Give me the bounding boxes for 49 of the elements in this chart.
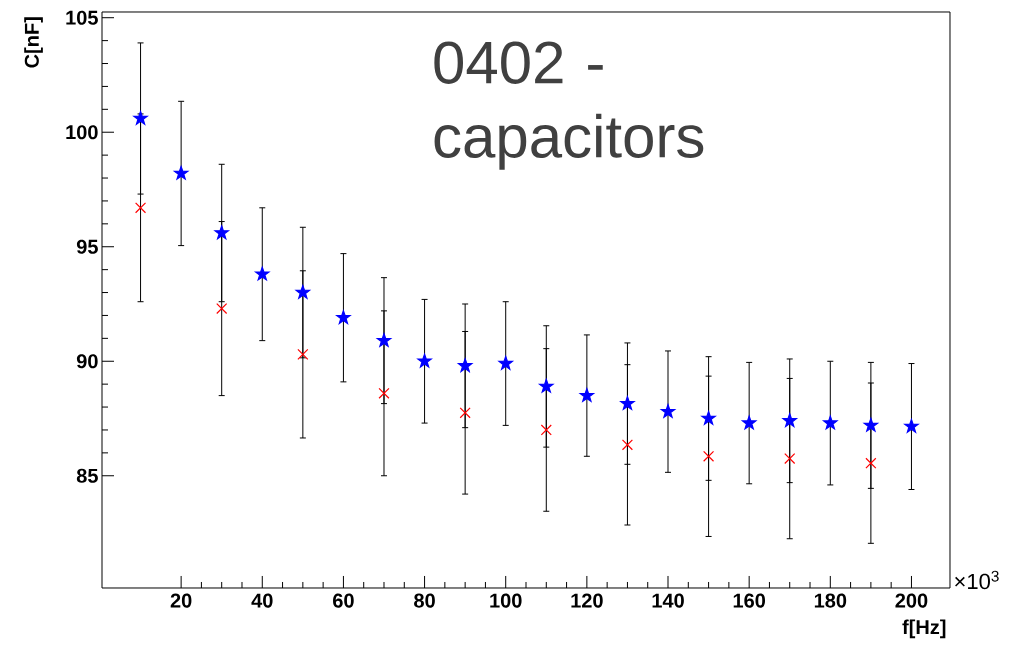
x-tick-label: 60 <box>333 593 354 608</box>
point <box>135 202 147 214</box>
point <box>620 396 635 410</box>
y-axis-title: C[nF] <box>24 17 43 68</box>
y-tick-label: 85 <box>76 468 98 483</box>
point <box>216 303 228 315</box>
point <box>133 110 148 125</box>
point <box>255 266 270 281</box>
point <box>823 415 838 430</box>
x-tick-label: 140 <box>652 593 684 608</box>
point <box>214 225 229 240</box>
point <box>173 165 189 180</box>
point <box>703 450 715 462</box>
point <box>540 424 552 436</box>
text: ×10$^{3}$ <box>955 570 999 590</box>
point <box>621 439 633 451</box>
point <box>498 355 513 370</box>
point <box>295 284 311 299</box>
y-tick-label: 90 <box>76 354 98 369</box>
x-tick-label: 160 <box>733 593 766 608</box>
y-tick-label: 105 <box>66 10 98 25</box>
point <box>782 413 797 428</box>
point <box>660 404 676 418</box>
annotation: 0402 - capacitors <box>434 41 704 170</box>
point <box>539 378 554 393</box>
point <box>378 387 390 399</box>
point <box>459 407 471 419</box>
x-tick-label: 100 <box>490 593 522 608</box>
point <box>297 348 309 360</box>
point <box>701 410 716 425</box>
point <box>863 417 879 432</box>
x-tick-label: 20 <box>170 593 192 608</box>
x-tick-label: 200 <box>895 593 928 608</box>
y-tick-label: 95 <box>76 239 98 254</box>
x-tick-label: 80 <box>414 593 435 608</box>
point <box>741 415 757 430</box>
x-tick-label: 40 <box>251 593 273 608</box>
x-axis-title: f[Hz] <box>902 619 946 639</box>
point <box>904 418 919 433</box>
point <box>417 353 432 368</box>
point <box>865 457 877 469</box>
point <box>457 358 473 373</box>
point <box>336 310 351 324</box>
point <box>579 388 595 402</box>
x-tick-label: 180 <box>814 593 847 608</box>
point <box>376 333 392 347</box>
y-tick-label: 100 <box>66 125 98 140</box>
x-tick-label: 120 <box>571 593 603 608</box>
point <box>784 453 796 465</box>
